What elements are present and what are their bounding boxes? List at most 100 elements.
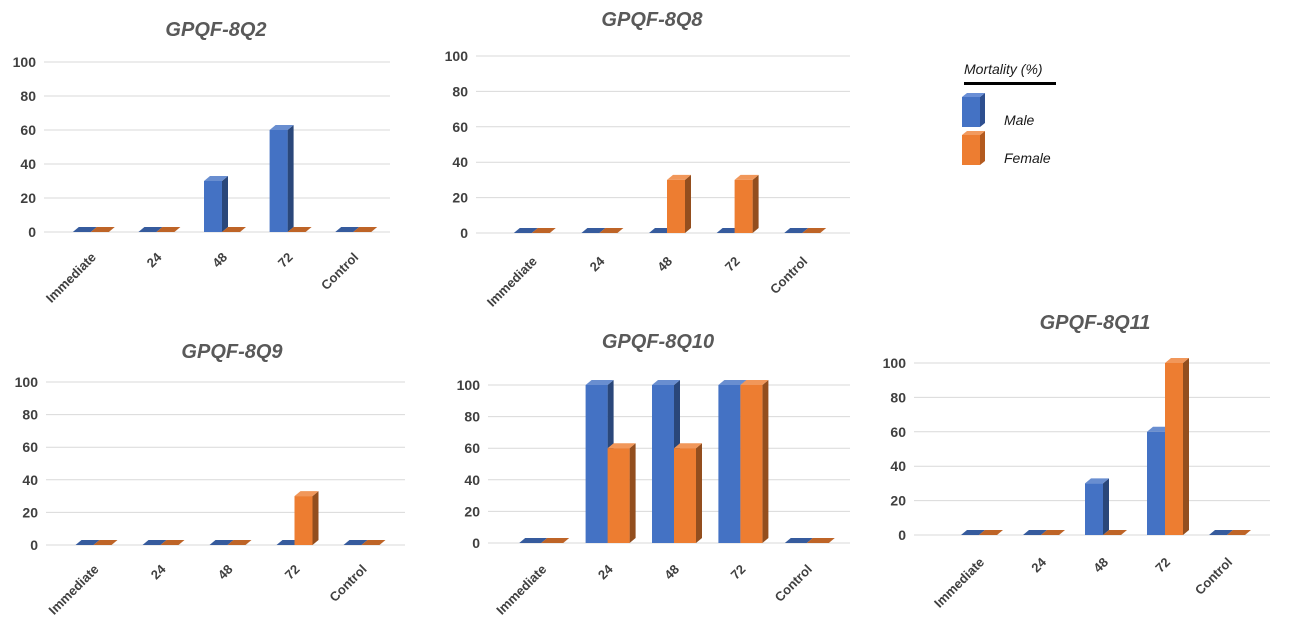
y-tick-label: 20 [20,190,36,206]
y-tick-label: 100 [15,374,39,390]
x-tick-label: Control [772,562,815,605]
chart-title: GPQF-8Q10 [602,331,714,353]
chart-title: GPQF-8Q11 [1040,312,1151,334]
bar-male-control [343,540,368,545]
legend-title: Mortality (%) [964,61,1043,77]
bar-male-48 [204,176,228,232]
bar-female-control [1227,530,1251,535]
x-tick-label: 24 [595,561,616,582]
x-tick-label: 48 [1090,555,1111,576]
y-tick-label: 100 [445,48,469,64]
bar-male-control [1209,530,1233,535]
chart-gpqf-8q2: GPQF-8Q2 0 20 40 60 80 100 Immediate 24 48 72 Contr… [0,0,400,310]
bar-male-48 [1085,478,1109,535]
bar-male-48 [209,540,234,545]
y-tick-label: 20 [22,504,38,520]
y-tick-label: 80 [464,409,480,425]
bar-male-control [335,227,360,232]
x-tick-label: 48 [661,562,682,583]
x-tick-label: Control [326,562,369,605]
x-tick-label: Control [318,250,361,293]
y-tick-label: 0 [898,527,906,543]
x-tick-label: 24 [148,561,169,582]
chart-title: GPQF-8Q8 [601,9,703,31]
bar-female-48 [667,174,691,233]
bar-female-24 [160,540,185,545]
bar-female-72 [294,491,319,545]
bar-female-48 [222,227,246,232]
y-tick-label: 60 [890,424,906,440]
y-tick-label: 0 [28,224,36,240]
x-tick-label: 72 [275,250,296,271]
bar-male-72 [269,125,294,232]
bar-male-24 [1023,530,1047,535]
bar-female-control [802,228,827,233]
legend-underline [964,82,1056,85]
bar-female-control [353,227,378,232]
chart-gpqf-8q9: GPQF-8Q9 0 20 40 60 80 100 Immediate 24 48 72 Contr… [0,330,420,618]
bar-female-72 [734,174,759,233]
y-tick-label: 40 [20,156,36,172]
bar-female-control [806,538,835,543]
x-tick-label: 48 [215,562,236,583]
bar-female-48 [674,443,702,543]
chart-gpqf-8q10: GPQF-8Q10 0 20 40 60 80 100 Immediate 24 48 72 Cont… [440,320,870,618]
legend-label-female: Female [1004,150,1051,166]
legend-swatch-female [962,131,985,165]
y-tick-label: 40 [452,154,468,170]
y-tick-label: 20 [890,493,906,509]
x-tick-label: Immediate [931,555,987,611]
x-tick-label: 72 [722,254,743,275]
x-tick-label: 24 [144,249,165,270]
bar-male-24 [581,228,606,233]
bar-female-24 [156,227,181,232]
chart-title: GPQF-8Q9 [181,341,283,363]
legend: Mortality (%) Male Female [950,55,1080,175]
bar-male-72 [716,228,741,233]
y-tick-label: 0 [460,225,468,241]
chart-title: GPQF-8Q2 [165,19,266,41]
y-tick-label: 100 [13,54,37,70]
bar-male-immediate [513,228,538,233]
bar-female-24 [599,228,624,233]
legend-swatch-male [962,93,985,127]
x-tick-label: 72 [282,562,303,583]
bar-female-immediate [531,228,556,233]
x-tick-label: Control [767,254,810,297]
bar-female-control [361,540,386,545]
x-tick-label: Immediate [493,562,549,618]
x-tick-label: 48 [209,250,230,271]
bar-female-72 [740,380,769,543]
y-tick-label: 0 [30,537,38,553]
y-tick-label: 20 [452,190,468,206]
legend-label-male: Male [1004,112,1035,128]
bar-male-24 [142,540,167,545]
y-tick-label: 60 [20,122,36,138]
y-tick-label: 0 [472,535,480,551]
bar-male-immediate [519,538,548,543]
bar-male-immediate [72,227,97,232]
y-tick-label: 100 [883,355,907,371]
bar-male-control [784,538,813,543]
bar-female-24 [1041,530,1065,535]
x-tick-label: Immediate [43,250,99,306]
x-tick-label: 24 [1028,554,1049,575]
y-tick-label: 80 [452,83,468,99]
y-tick-label: 40 [22,472,38,488]
bar-male-immediate [75,540,100,545]
legend-item-female: Female [960,131,1080,167]
bar-male-24 [138,227,163,232]
y-tick-label: 40 [890,458,906,474]
y-tick-label: 40 [464,472,480,488]
bar-female-72 [1165,358,1189,535]
y-tick-label: 60 [464,440,480,456]
bar-male-control [784,228,809,233]
bar-female-48 [227,540,252,545]
y-tick-label: 80 [22,407,38,423]
x-tick-label: 48 [654,254,675,275]
y-tick-label: 20 [464,503,480,519]
y-tick-label: 60 [22,439,38,455]
chart-gpqf-8q8: GPQF-8Q8 0 20 40 60 80 100 Immediate 24 48 72 Contr… [430,0,860,320]
chart-gpqf-8q11: GPQF-8Q11 0 20 40 60 80 100 Immediate 24 48 72 Cont… [880,305,1280,618]
bar-female-24 [607,443,636,543]
